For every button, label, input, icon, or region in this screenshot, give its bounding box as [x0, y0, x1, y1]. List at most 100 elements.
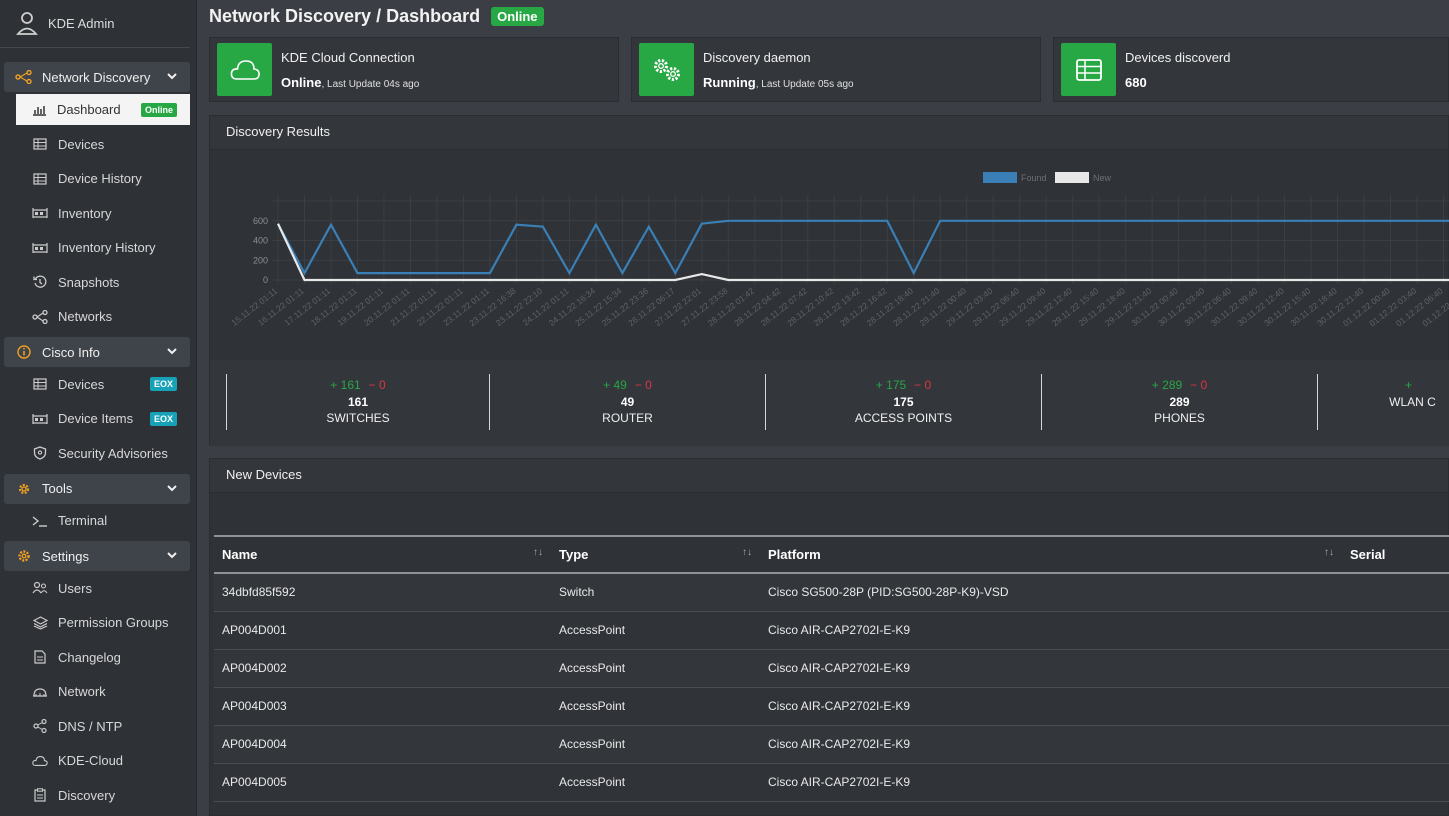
chevron-down-icon	[167, 552, 177, 559]
sidebar-item-devices[interactable]: Devices	[0, 127, 190, 162]
sidebar-item-inventory[interactable]: Inventory	[0, 196, 190, 231]
stat-added: + 289	[1151, 378, 1183, 392]
table-icon	[32, 137, 48, 151]
status-badge: Online	[491, 6, 544, 26]
terminal-icon	[32, 514, 48, 528]
column-header-name[interactable]: Name ↑↓	[214, 535, 551, 574]
section-tools[interactable]: Tools	[4, 473, 190, 504]
table-row[interactable]: AP004D005 AccessPoint Cisco AIR-CAP2702I-E…	[214, 763, 1449, 802]
card-value: Running	[703, 74, 756, 90]
card-title: KDE Cloud Connection	[281, 49, 415, 65]
new-devices-table: Name ↑↓ Type ↑↓ Platform ↑↓ Serial 34dbfd85…	[214, 535, 1449, 802]
table-cell	[1342, 725, 1449, 764]
status-cards: KDE Cloud Connection Online, Last Update…	[209, 37, 1449, 102]
cog-icon	[14, 481, 34, 497]
sidebar-item-changelog[interactable]: Changelog	[0, 640, 190, 675]
sidebar-item-label: Snapshots	[58, 274, 120, 290]
card-title: Discovery daemon	[703, 49, 811, 65]
card-title: Devices discoverd	[1125, 49, 1231, 65]
series-line-found	[277, 219, 1449, 276]
sidebar-item-snapshots[interactable]: Snapshots	[0, 265, 190, 300]
stat-label: ACCESS POINTS	[854, 411, 953, 425]
column-header-serial[interactable]: Serial	[1342, 535, 1449, 574]
share-icon	[32, 719, 48, 734]
network-icon	[32, 309, 48, 324]
sidebar-item-label: Changelog	[58, 649, 121, 665]
network-icon	[14, 69, 34, 85]
stat-access-points: + 175 − 0 175 ACCESS POINTS	[765, 374, 1041, 430]
y-tick-label: 600	[253, 216, 268, 226]
user-name: KDE Admin	[48, 16, 115, 31]
sidebar-item-label: Devices	[58, 136, 105, 152]
sidebar-item-dns-ntp[interactable]: DNS / NTP	[0, 709, 190, 744]
sidebar-item-label: Security Advisories	[58, 445, 168, 461]
section-network-discovery[interactable]: Network Discovery	[4, 62, 190, 92]
eox-badge: EOX	[149, 377, 177, 392]
section-settings[interactable]: Settings	[4, 541, 190, 571]
sidebar-item-network[interactable]: Network	[0, 675, 190, 710]
y-tick-label: 400	[253, 236, 268, 246]
table-row[interactable]: AP004D002 AccessPoint Cisco AIR-CAP2702I-E…	[214, 649, 1449, 688]
chevron-down-icon	[167, 73, 177, 80]
sidebar-item-permission-groups[interactable]: Permission Groups	[0, 606, 190, 641]
table-cell: AP004D002	[214, 649, 551, 688]
card-kde-cloud: KDE Cloud Connection Online, Last Update…	[209, 37, 619, 102]
table-row[interactable]: AP004D003 AccessPoint Cisco AIR-CAP2702I-E…	[214, 687, 1449, 726]
table-cell: Cisco AIR-CAP2702I-E-K9	[760, 763, 1342, 802]
sidebar-item-dashboard[interactable]: Dashboard Online	[16, 94, 190, 125]
chevron-down-icon	[167, 484, 177, 491]
card-value: Online	[281, 74, 322, 90]
y-tick-label: 200	[253, 255, 268, 265]
sidebar-item-cisco-devices[interactable]: Devices EOX	[0, 367, 190, 402]
table-header-row: Name ↑↓ Type ↑↓ Platform ↑↓ Serial	[214, 535, 1449, 574]
sidebar-item-users[interactable]: Users	[0, 571, 190, 606]
column-header-platform[interactable]: Platform ↑↓	[760, 535, 1342, 574]
stat-total: 49	[620, 395, 635, 409]
section-cisco-info[interactable]: Cisco Info	[4, 337, 190, 367]
sort-icon[interactable]: ↑↓	[533, 547, 543, 558]
card-subtext: , Last Update 04s ago	[321, 78, 420, 90]
sidebar-item-terminal[interactable]: Terminal	[0, 504, 190, 539]
table-cell: AccessPoint	[551, 611, 760, 650]
table-cell	[1342, 649, 1449, 688]
clipboard-icon	[32, 788, 48, 802]
sort-icon[interactable]: ↑↓	[1324, 547, 1334, 558]
table-row[interactable]: AP004D001 AccessPoint Cisco AIR-CAP2702I-E…	[214, 611, 1449, 650]
legend-swatch	[1055, 172, 1089, 183]
main-content: Network Discovery / Dashboard Online KDE…	[209, 0, 1449, 816]
sidebar-item-label: Discovery	[58, 787, 116, 803]
stat-added: + 49	[603, 378, 627, 392]
table-cell: Switch	[551, 573, 760, 612]
sidebar-item-networks[interactable]: Networks	[0, 300, 190, 335]
eox-badge: EOX	[149, 411, 177, 426]
sort-icon[interactable]: ↑↓	[742, 547, 752, 558]
rack-icon	[32, 241, 48, 255]
stat-switches: + 161 − 0 161 SWITCHES	[226, 374, 489, 430]
sidebar-item-security-advisories[interactable]: Security Advisories	[0, 436, 190, 471]
sidebar-item-discovery[interactable]: Discovery	[0, 778, 190, 813]
table-cell: AccessPoint	[551, 763, 760, 802]
table-cell: 34dbfd85f592	[214, 573, 551, 612]
table-cell: Cisco SG500-28P (PID:SG500-28P-K9)-VSD	[760, 573, 1342, 612]
sidebar-item-label: Device Items	[58, 411, 134, 427]
stat-label: SWITCHES	[326, 411, 390, 425]
table-row[interactable]: AP004D004 AccessPoint Cisco AIR-CAP2702I-E…	[214, 725, 1449, 764]
sidebar-item-inventory-history[interactable]: Inventory History	[0, 231, 190, 266]
info-icon	[14, 344, 34, 360]
legend-swatch	[983, 172, 1017, 183]
sidebar-item-label: Permission Groups	[58, 615, 169, 631]
sidebar-item-device-history[interactable]: Device History	[0, 162, 190, 197]
table-row[interactable]: 34dbfd85f592 Switch Cisco SG500-28P (PID:S…	[214, 573, 1449, 612]
stat-added: + 175	[875, 378, 907, 392]
sidebar-item-device-items[interactable]: Device Items EOX	[0, 402, 190, 437]
layers-icon	[32, 616, 48, 630]
stat-total: 161	[347, 395, 369, 409]
column-header-type[interactable]: Type ↑↓	[551, 535, 760, 574]
table-cell: AccessPoint	[551, 687, 760, 726]
sidebar-item-label: KDE-Cloud	[58, 753, 124, 769]
rack-icon	[32, 206, 48, 220]
card-subtext: , Last Update 05s ago	[755, 78, 854, 90]
user-icon	[14, 7, 40, 41]
user-profile[interactable]: KDE Admin	[0, 0, 190, 48]
sidebar-item-kde-cloud[interactable]: KDE-Cloud	[0, 744, 190, 779]
